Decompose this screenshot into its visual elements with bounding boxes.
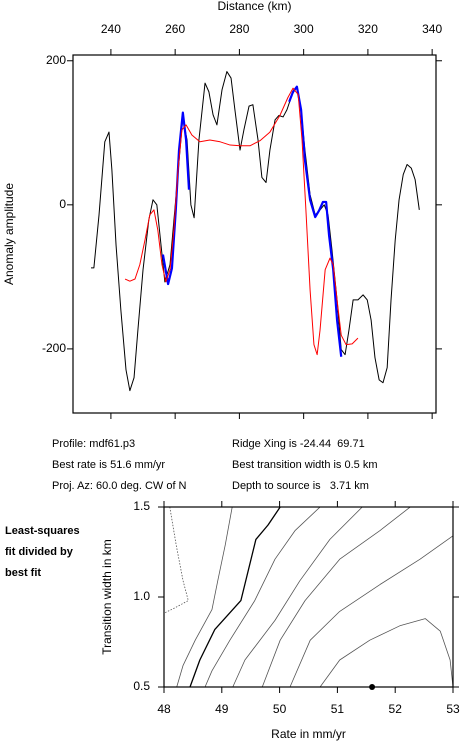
y-tick-label: 200 <box>46 53 66 67</box>
contour-line <box>163 506 189 614</box>
contour-line <box>232 506 363 688</box>
y-tick-label: 0 <box>59 197 66 211</box>
x-tick-label: 49 <box>215 702 229 716</box>
contour-line <box>319 618 454 688</box>
x-axis-label: Distance (km) <box>217 0 291 13</box>
y-axis-label: Transition width in km <box>100 539 114 655</box>
x-tick-label: 240 <box>101 22 121 36</box>
x-tick-label: 51 <box>331 702 345 716</box>
contour-line <box>204 506 321 688</box>
y-tick-label: -200 <box>42 341 66 355</box>
side-note: fit divided by <box>5 546 74 558</box>
x-tick-label: 48 <box>157 702 171 716</box>
x-tick-label: 53 <box>446 702 460 716</box>
info-text: Best rate is 51.6 mm/yr <box>52 459 165 471</box>
info-text: Ridge Xing is -24.44 69.71 <box>232 438 365 450</box>
contour-line <box>189 506 281 688</box>
contour-line <box>289 535 454 688</box>
data-line <box>90 71 420 392</box>
x-tick-label: 320 <box>358 22 378 36</box>
side-note: Least-squares <box>5 525 80 537</box>
y-tick-label: 1.0 <box>133 589 150 603</box>
y-tick-label: 1.5 <box>133 499 150 513</box>
side-note: best fit <box>5 567 41 579</box>
contour-line <box>261 506 411 688</box>
x-tick-label: 340 <box>422 22 442 36</box>
info-text: Profile: mdf61.p3 <box>52 438 135 450</box>
info-text: Proj. Az: 60.0 deg. CW of N <box>52 480 187 492</box>
plot-frame <box>72 54 437 414</box>
x-tick-label: 260 <box>165 22 185 36</box>
info-text: Depth to source is 3.71 km <box>232 480 369 492</box>
x-tick-label: 50 <box>273 702 287 716</box>
x-tick-label: 280 <box>229 22 249 36</box>
info-text: Best transition width is 0.5 km <box>232 459 378 471</box>
contour-line <box>176 506 233 688</box>
x-tick-label: 52 <box>389 702 403 716</box>
data-line <box>161 85 343 357</box>
x-tick-label: 300 <box>294 22 314 36</box>
data-line <box>124 87 359 356</box>
x-axis-label: Rate in mm/yr <box>271 727 346 741</box>
y-axis-label: Anomaly amplitude <box>2 183 16 285</box>
y-tick-label: 0.5 <box>133 679 150 693</box>
